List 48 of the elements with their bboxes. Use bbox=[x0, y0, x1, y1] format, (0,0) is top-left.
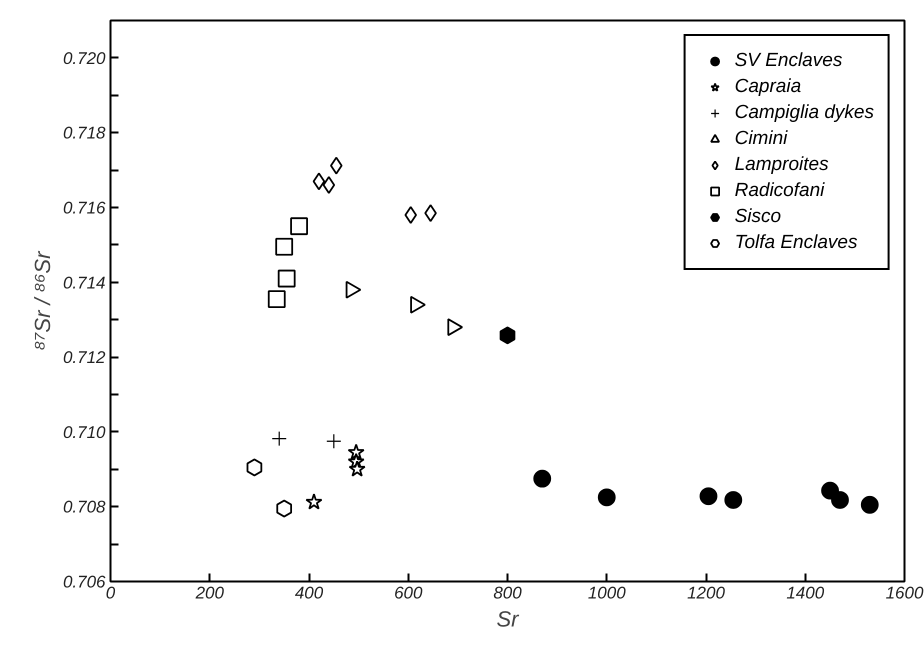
point bbox=[533, 470, 552, 488]
y-tick-label: 0.708 bbox=[62, 498, 106, 517]
x-tick-label: 0 bbox=[106, 584, 116, 602]
point bbox=[831, 491, 849, 509]
point bbox=[700, 487, 718, 506]
y-tick-label: 0.714 bbox=[62, 273, 106, 292]
point bbox=[326, 434, 342, 449]
legend-label: Radicofani bbox=[734, 180, 824, 202]
x-tick-label: 1600 bbox=[886, 584, 924, 602]
x-tick-label: 1400 bbox=[786, 584, 825, 602]
legend-label: Capraia bbox=[734, 76, 802, 98]
point bbox=[246, 458, 262, 476]
point bbox=[272, 431, 287, 446]
point bbox=[724, 491, 742, 509]
point bbox=[860, 496, 879, 514]
legend-label: Tolfa Enclaves bbox=[734, 232, 858, 254]
y-tick-label: 0.720 bbox=[62, 48, 106, 68]
x-tick-label: 800 bbox=[493, 584, 522, 602]
point bbox=[312, 172, 326, 190]
point bbox=[500, 326, 516, 344]
point bbox=[305, 493, 322, 510]
point bbox=[268, 290, 286, 308]
point bbox=[424, 204, 437, 222]
point bbox=[275, 238, 294, 256]
y-tick-label: 0.712 bbox=[62, 348, 106, 368]
legend-label: SV Enclaves bbox=[734, 50, 842, 72]
point bbox=[348, 460, 366, 477]
x-tick-label: 200 bbox=[194, 584, 224, 602]
legend-label: Lamproites bbox=[734, 154, 829, 176]
y-tick-label: 0.706 bbox=[62, 572, 106, 592]
x-axis-title: Sr bbox=[496, 606, 520, 632]
point bbox=[598, 488, 616, 506]
y-tick-label: 0.716 bbox=[62, 198, 106, 218]
x-tick-label: 400 bbox=[294, 584, 324, 602]
y-tick-label: 0.718 bbox=[62, 124, 106, 143]
point bbox=[322, 176, 336, 194]
x-tick-label: 1000 bbox=[588, 584, 626, 602]
y-tick-label: 0.710 bbox=[62, 422, 106, 442]
x-tick-label: 600 bbox=[394, 584, 423, 602]
x-tick-label: 1200 bbox=[687, 584, 726, 602]
point bbox=[330, 156, 343, 175]
point bbox=[278, 270, 296, 288]
legend-label: Sisco bbox=[734, 206, 782, 228]
point bbox=[290, 217, 308, 236]
point bbox=[276, 500, 292, 518]
legend-label: Campiglia dykes bbox=[734, 102, 874, 124]
y-axis-title: ⁸⁷Sr / ⁸⁶Sr bbox=[30, 250, 55, 350]
legend-label: Cimini bbox=[734, 128, 788, 150]
